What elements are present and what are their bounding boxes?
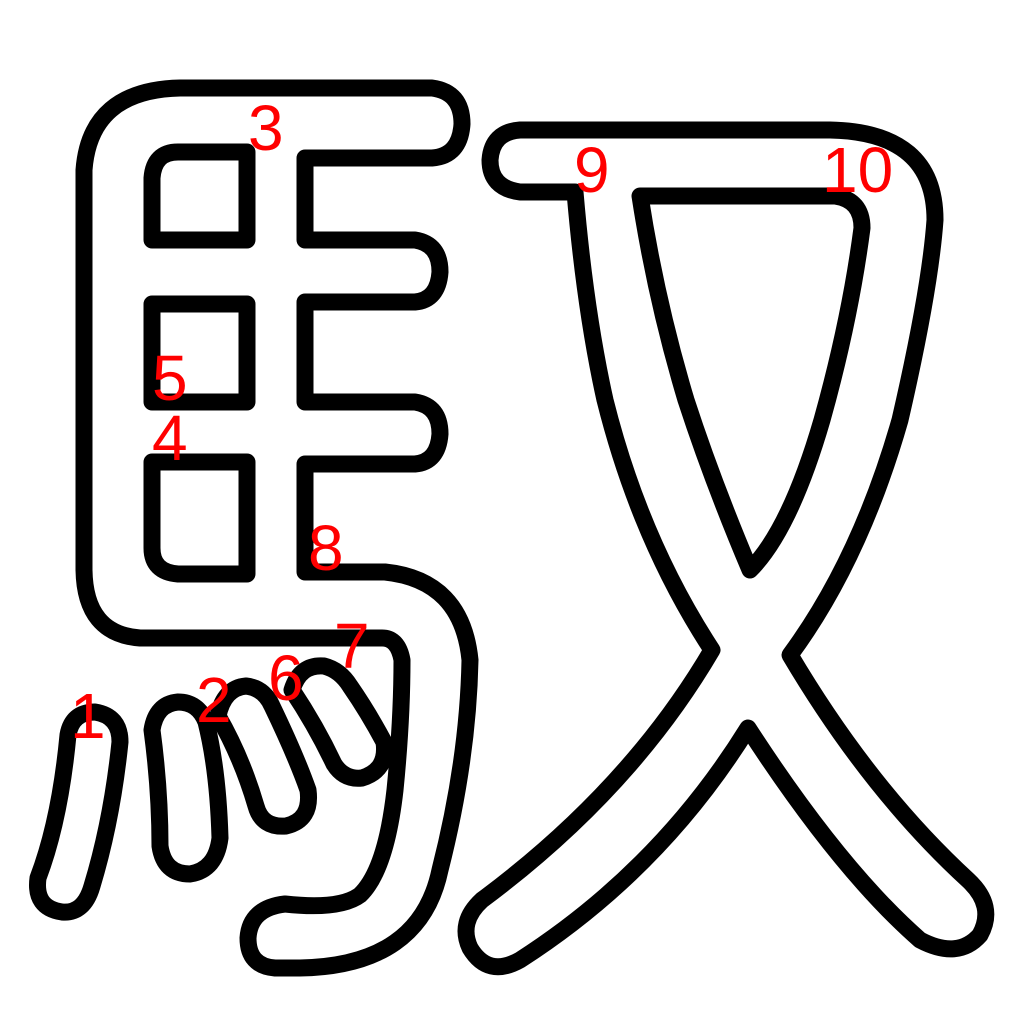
stroke-number-3: 3: [248, 92, 284, 164]
stroke-outline-3-frame: [75, 79, 479, 977]
stroke-number-7: 7: [334, 610, 370, 682]
box-counter-top-left: [143, 143, 256, 249]
stroke-outline-1-dot: [29, 703, 129, 921]
stroke-number-6: 6: [268, 642, 304, 714]
stroke-outline-6-dot: [209, 677, 318, 835]
stroke-number-2: 2: [196, 664, 232, 736]
stroke-number-10: 10: [822, 134, 893, 206]
stroke-outline-7-dot: [283, 657, 394, 787]
stroke-outline-10-counter: [631, 187, 871, 579]
stroke-number-4: 4: [152, 402, 188, 474]
stroke-outline-2-dot: [143, 693, 229, 883]
stroke-number-5: 5: [152, 342, 188, 414]
stroke-number-8: 8: [308, 512, 344, 584]
box-counter-mid-left: [143, 295, 256, 411]
stroke-outline-9-top-bar: [457, 121, 995, 976]
box-counter-low-left: [143, 453, 256, 583]
stroke-number-1: 1: [70, 680, 106, 752]
stroke-number-9: 9: [574, 134, 610, 206]
